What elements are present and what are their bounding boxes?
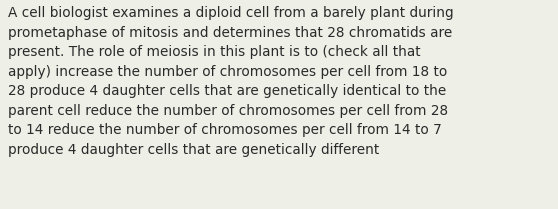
Text: A cell biologist examines a diploid cell from a barely plant during
prometaphase: A cell biologist examines a diploid cell… (8, 6, 454, 157)
